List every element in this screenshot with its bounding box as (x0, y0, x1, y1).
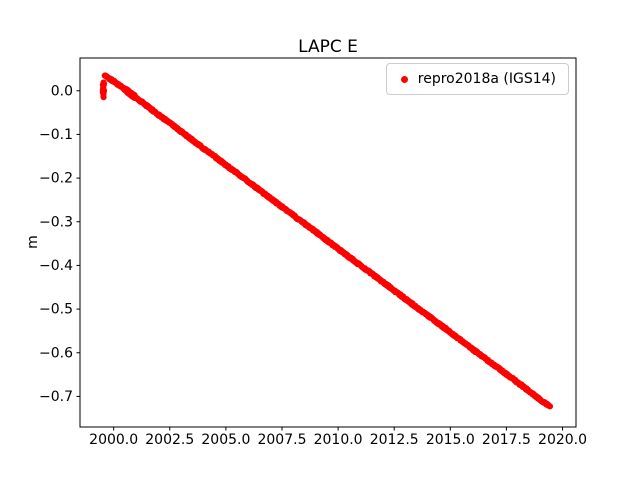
scatter-series (99, 72, 553, 410)
legend: repro2018a (IGS14) (385, 63, 569, 95)
x-tick-label: 2002.5 (145, 432, 194, 448)
y-tick-label: 0.0 (51, 83, 73, 99)
y-tick-label: −0.1 (39, 127, 73, 143)
x-tick-label: 2005.0 (201, 432, 250, 448)
y-tick-label: −0.6 (39, 345, 73, 361)
x-tick-label: 2007.5 (257, 432, 306, 448)
x-tick-label: 2010.0 (314, 432, 363, 448)
y-tick-label: −0.3 (39, 214, 73, 230)
y-tick-label: −0.5 (39, 302, 73, 318)
x-tick-label: 2012.5 (370, 432, 419, 448)
y-tick-label: −0.2 (39, 171, 73, 187)
y-tick-label: −0.4 (39, 258, 73, 274)
x-tick-label: 2000.0 (89, 432, 138, 448)
chart-title: LAPC E (298, 37, 358, 57)
axes-frame (79, 57, 577, 428)
legend-marker-dot (400, 75, 408, 83)
legend-label: repro2018a (IGS14) (417, 71, 556, 87)
x-tick-label: 2017.5 (482, 432, 531, 448)
x-tick-label: 2015.0 (426, 432, 475, 448)
y-tick-label: −0.7 (39, 389, 73, 405)
x-tick-label: 2020.0 (538, 432, 587, 448)
